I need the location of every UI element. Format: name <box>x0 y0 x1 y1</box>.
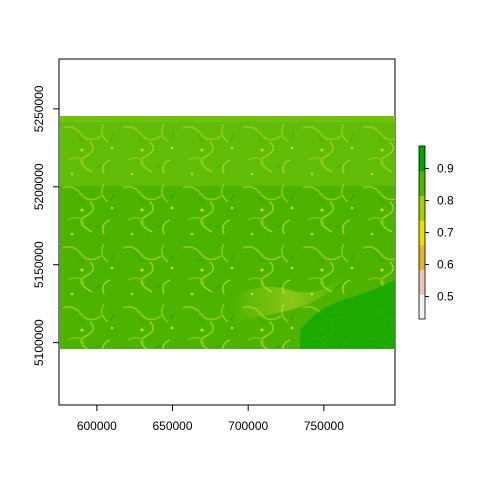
colorbar-tick-label: 0.8 <box>437 193 454 207</box>
colorbar-swatch <box>419 195 425 221</box>
colorbar-swatch <box>419 244 425 271</box>
raster-top-band <box>60 116 395 122</box>
y-tick-label: 5100000 <box>32 319 46 366</box>
colorbar-tick-label: 0.9 <box>437 161 454 175</box>
raster-southeast-region <box>300 280 395 349</box>
colorbar-legend: 0.5 0.6 0.7 0.8 0.9 <box>418 145 454 320</box>
colorbar-swatch <box>419 220 425 246</box>
colorbar-swatch <box>419 269 425 295</box>
y-tick-label: 5250000 <box>32 85 46 132</box>
y-tick-label: 5200000 <box>32 163 46 210</box>
colorbar-swatches <box>419 146 425 320</box>
y-axis: 5100000 5150000 5200000 5250000 <box>32 85 60 366</box>
raster-upper-highlands <box>60 116 395 186</box>
colorbar-ticks: 0.5 0.6 0.7 0.8 0.9 <box>425 161 454 304</box>
colorbar-swatch <box>419 170 425 196</box>
colorbar-tick-label: 0.7 <box>437 226 454 240</box>
colorbar-swatch <box>419 294 425 320</box>
y-tick-label: 5150000 <box>32 241 46 288</box>
x-tick-label: 750000 <box>304 419 344 433</box>
x-tick-label: 650000 <box>152 419 192 433</box>
x-tick-label: 600000 <box>77 419 117 433</box>
raster-image <box>60 116 395 349</box>
raster-low-patches <box>230 270 350 320</box>
colorbar-swatch <box>419 146 425 172</box>
colorbar-tick-label: 0.5 <box>437 290 454 304</box>
colorbar-tick-label: 0.6 <box>437 258 454 272</box>
x-axis: 600000 650000 700000 750000 <box>77 404 344 433</box>
x-tick-label: 700000 <box>228 419 268 433</box>
